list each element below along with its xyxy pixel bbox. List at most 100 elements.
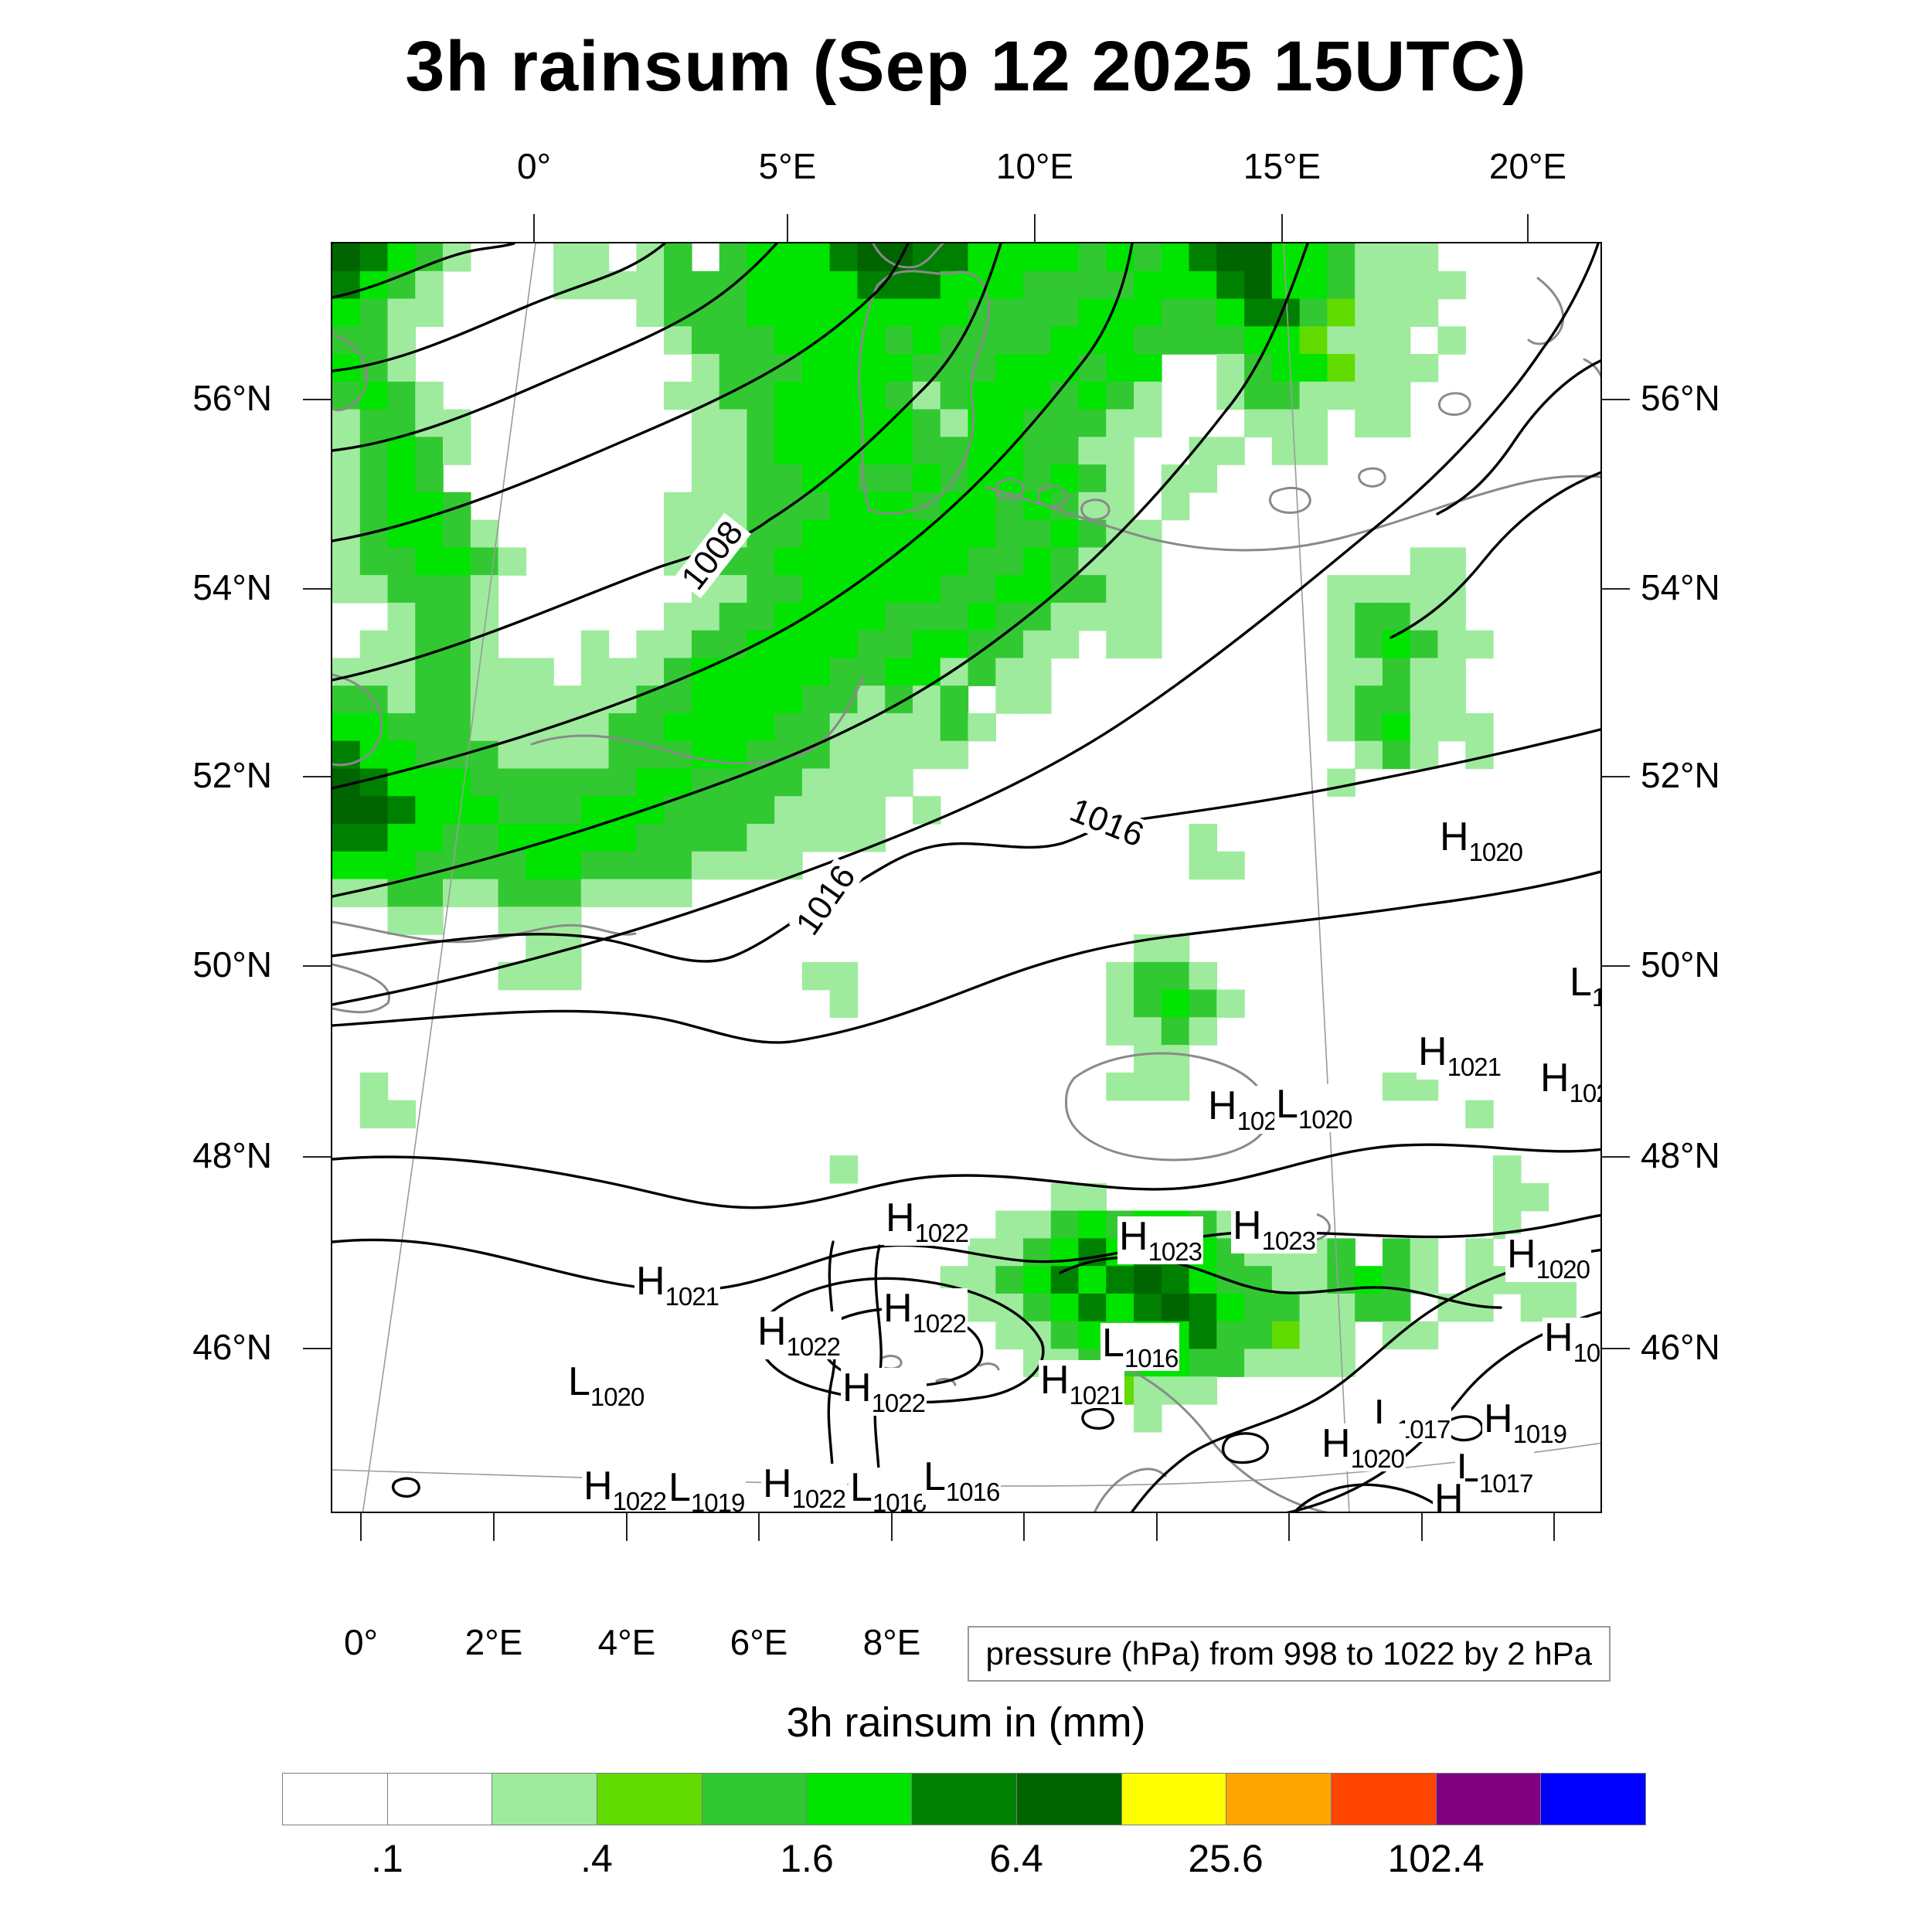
right-tick — [1602, 588, 1630, 590]
colorbar-cell — [1435, 1773, 1542, 1825]
colorbar-tick-label: 102.4 — [1387, 1837, 1485, 1880]
pressure-center-label: H1022 — [882, 1288, 968, 1336]
pressure-value-subscript: 1022 — [791, 1485, 846, 1513]
pressure-value-subscript: 1022 — [914, 1219, 969, 1247]
left-tick — [303, 1348, 331, 1349]
pressure-letter: H — [763, 1461, 792, 1506]
pressure-value-subscript: 1023 — [1148, 1237, 1202, 1266]
pressure-value-subscript: 1021 — [1069, 1381, 1124, 1410]
pressure-value-subscript: 1020 — [1536, 1255, 1590, 1284]
colorbar-tick-label: 25.6 — [1188, 1837, 1264, 1880]
bottom-tick — [891, 1513, 893, 1541]
bottom-tick — [758, 1513, 760, 1541]
right-tick — [1602, 1348, 1630, 1349]
pressure-value-subscript: 1020 — [590, 1383, 645, 1411]
pressure-center-label: H — [1433, 1476, 1465, 1513]
right-tick — [1602, 965, 1630, 967]
pressure-value-subscript: 1 — [1592, 983, 1600, 1012]
pressure-value-subscript: 1019 — [690, 1488, 745, 1513]
pressure-value-subscript: 1022 — [612, 1487, 667, 1513]
pressure-center-label: H1022 — [841, 1368, 927, 1416]
bottom-tick — [1421, 1513, 1423, 1541]
pressure-caption: pressure (hPa) from 998 to 1022 by 2 hPa — [967, 1626, 1611, 1682]
colorbar-tick-label: 6.4 — [989, 1837, 1043, 1880]
bottom-axis-label: 2°E — [464, 1622, 523, 1662]
pressure-center-label: H1023 — [1231, 1206, 1317, 1253]
colorbar-tick-label: .1 — [371, 1837, 403, 1880]
isobar-value-label: 1016 — [1062, 791, 1151, 855]
pressure-value-subscript: 1022 — [912, 1309, 967, 1338]
pressure-value-subscript: 102 — [1569, 1079, 1600, 1107]
pressure-letter: L — [1570, 960, 1592, 1005]
top-axis-label: 0° — [517, 146, 551, 186]
pressure-center-label: H102 — [1206, 1086, 1279, 1134]
colorbar-cell — [1226, 1773, 1332, 1825]
pressure-center-label: H1019 — [1482, 1399, 1568, 1447]
colorbar-cell — [701, 1773, 808, 1825]
pressure-center-label: H1020 — [1505, 1234, 1591, 1282]
top-tick — [1034, 214, 1036, 242]
colorbar-cell — [597, 1773, 702, 1825]
pressure-value-subscript: 101 — [1573, 1338, 1600, 1367]
left-axis-label: 52°N — [192, 754, 272, 795]
pressure-letter: H — [1484, 1396, 1513, 1441]
pressure-letter: H — [636, 1259, 665, 1304]
pressure-letter: L — [668, 1465, 691, 1510]
pressure-letter: H — [1321, 1421, 1351, 1466]
pressure-center-label: L1 — [1568, 960, 1600, 1012]
left-axis-label: 56°N — [192, 377, 272, 418]
pressure-letter: H — [1544, 1315, 1573, 1360]
left-axis-label: 46°N — [192, 1326, 272, 1367]
bottom-tick — [1156, 1513, 1158, 1541]
pressure-value-subscript: 1021 — [1447, 1053, 1502, 1081]
bottom-axis-label: 4°E — [597, 1622, 656, 1662]
pressure-center-label: H1023 — [1117, 1216, 1203, 1264]
right-axis-label: 54°N — [1641, 566, 1720, 607]
pressure-letter: H — [842, 1366, 872, 1410]
pressure-center-label: H1020 — [1320, 1423, 1406, 1471]
top-axis-label: 10°E — [995, 146, 1074, 186]
pressure-center-label: H1022 — [756, 1311, 842, 1359]
bottom-tick — [1288, 1513, 1290, 1541]
chart-title: 3h rainsum (Sep 12 2025 15UTC) — [405, 27, 1527, 106]
left-tick — [303, 399, 331, 400]
pressure-center-label: H1022 — [884, 1198, 970, 1246]
left-tick — [303, 965, 331, 967]
colorbar-cell — [1540, 1773, 1646, 1825]
pressure-letter: H — [1440, 815, 1469, 859]
map-svg — [332, 243, 1600, 1512]
colorbar-cell — [282, 1773, 388, 1825]
isobar-contours — [332, 243, 1600, 1512]
bottom-tick — [493, 1513, 495, 1541]
top-axis-label: 5°E — [758, 146, 817, 186]
pressure-center-label: H102 — [1539, 1058, 1600, 1107]
pressure-letter: H — [1233, 1203, 1262, 1248]
right-tick — [1602, 1156, 1630, 1158]
pressure-value-subscript: 1020 — [1468, 838, 1523, 866]
pressure-letter: H — [1434, 1476, 1464, 1513]
pressure-letter: H — [757, 1309, 787, 1354]
right-tick — [1602, 776, 1630, 777]
pressure-letter: L — [923, 1454, 946, 1499]
colorbar-cell — [386, 1773, 493, 1825]
left-axis-label: 54°N — [192, 566, 272, 607]
top-axis-label: 15°E — [1243, 146, 1321, 186]
left-tick — [303, 776, 331, 777]
pressure-letter: H — [1119, 1214, 1148, 1259]
left-tick — [303, 588, 331, 590]
pressure-value-subscript: 1020 — [1350, 1444, 1405, 1473]
colorbar-cell — [1330, 1773, 1437, 1825]
pressure-center-label: L1020 — [1274, 1084, 1354, 1134]
pressure-value-subscript: 1017 — [1478, 1469, 1533, 1498]
pressure-letter: H — [886, 1196, 915, 1240]
pressure-value-subscript: 1019 — [1512, 1420, 1567, 1448]
colorbar-cell — [806, 1773, 913, 1825]
right-axis-label: 46°N — [1641, 1326, 1720, 1367]
pressure-value-subscript: 1020 — [1298, 1105, 1352, 1134]
pressure-letter: H — [1418, 1029, 1447, 1074]
pressure-center-label: L1016 — [922, 1454, 1002, 1505]
pressure-value-subscript: 1016 — [1124, 1344, 1179, 1372]
top-tick — [1527, 214, 1529, 242]
right-axis-label: 56°N — [1641, 377, 1720, 418]
